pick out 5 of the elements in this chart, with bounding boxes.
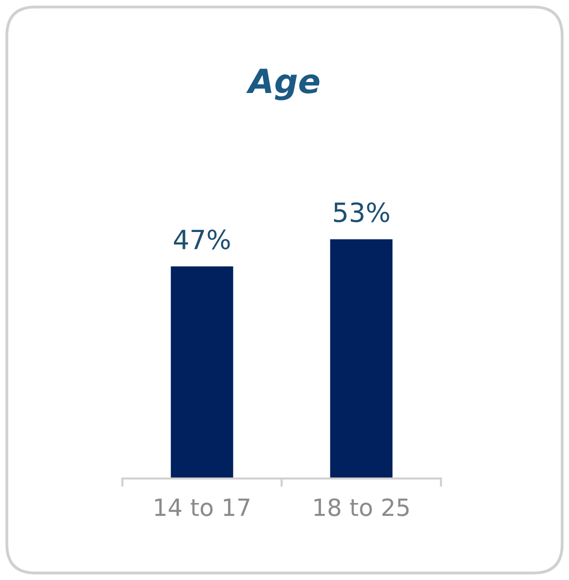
chart-title: Age <box>246 68 320 100</box>
x-tick-label: 14 to 17 <box>155 498 250 516</box>
data-label: 47% <box>174 229 230 250</box>
data-label: 53% <box>334 202 390 222</box>
x-tick-label: 18 to 25 <box>314 498 409 516</box>
